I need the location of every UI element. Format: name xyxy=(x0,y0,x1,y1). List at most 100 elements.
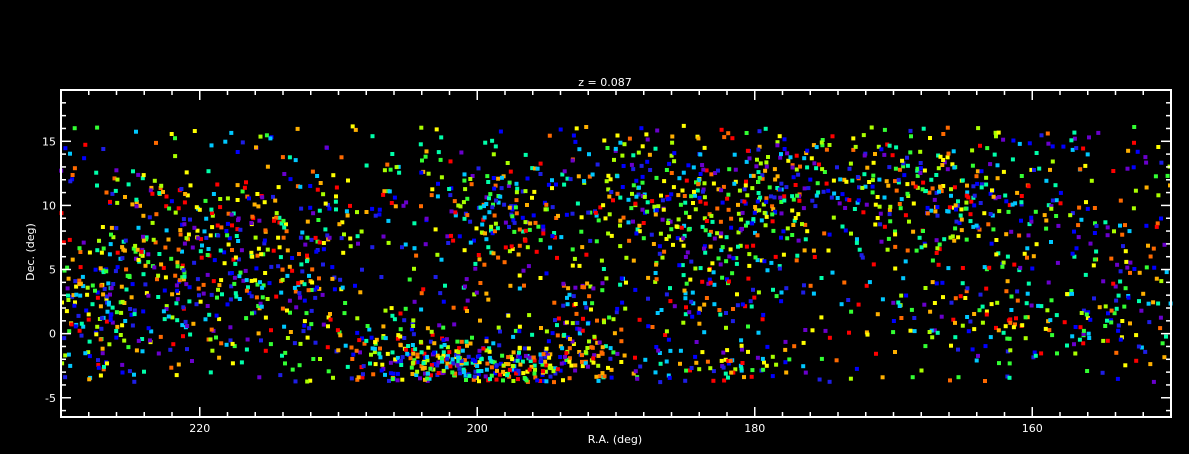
data-point xyxy=(556,213,560,218)
data-point xyxy=(565,295,569,300)
data-point xyxy=(811,248,816,253)
data-point xyxy=(484,339,489,344)
data-point xyxy=(433,275,438,279)
data-point xyxy=(111,282,116,286)
data-point xyxy=(974,358,979,363)
data-point xyxy=(834,358,839,363)
data-point xyxy=(456,352,461,357)
data-point xyxy=(897,202,902,206)
data-point xyxy=(901,161,906,166)
data-point xyxy=(166,314,171,319)
data-point xyxy=(225,196,230,201)
data-point xyxy=(896,300,901,305)
data-point xyxy=(773,209,778,214)
data-point xyxy=(68,151,72,156)
data-point xyxy=(212,258,217,263)
data-point xyxy=(474,290,479,295)
data-point xyxy=(796,172,801,177)
data-point xyxy=(287,155,292,160)
data-point xyxy=(656,204,661,209)
data-point xyxy=(149,329,154,334)
data-point xyxy=(140,176,145,181)
data-point xyxy=(921,229,925,233)
data-point xyxy=(299,206,304,211)
data-point xyxy=(66,352,71,357)
data-point xyxy=(988,212,993,216)
data-point xyxy=(979,182,984,187)
data-point xyxy=(827,143,832,147)
data-point xyxy=(204,235,209,240)
data-point xyxy=(381,335,386,340)
data-point xyxy=(562,169,567,174)
data-point xyxy=(306,288,311,293)
data-point xyxy=(874,351,878,356)
data-point xyxy=(146,293,151,298)
data-point xyxy=(1074,246,1079,251)
data-point xyxy=(183,192,188,196)
data-point xyxy=(1144,223,1149,228)
data-point xyxy=(138,203,142,208)
data-point xyxy=(565,335,570,340)
data-point xyxy=(953,335,958,340)
data-point xyxy=(911,229,916,234)
data-point xyxy=(979,185,984,190)
y-tick-label: -5 xyxy=(45,392,56,405)
data-point xyxy=(431,367,436,372)
data-point xyxy=(1048,318,1053,323)
data-point xyxy=(445,361,450,366)
data-point xyxy=(176,247,181,252)
data-point xyxy=(438,157,443,162)
data-point xyxy=(873,202,878,207)
data-point xyxy=(68,179,73,184)
data-point xyxy=(550,205,555,210)
data-point xyxy=(513,205,518,210)
data-point xyxy=(437,355,442,360)
data-point xyxy=(1118,223,1122,228)
data-point xyxy=(657,244,662,249)
data-point xyxy=(359,229,364,234)
data-point xyxy=(109,312,114,317)
data-point xyxy=(412,299,417,304)
data-point xyxy=(609,375,614,380)
data-point xyxy=(664,329,669,334)
data-point xyxy=(552,380,556,385)
data-point xyxy=(565,302,570,307)
data-point xyxy=(888,204,893,209)
data-point xyxy=(410,372,415,376)
data-point xyxy=(724,259,729,264)
data-point xyxy=(803,328,808,332)
data-point xyxy=(323,201,328,206)
data-point xyxy=(1018,265,1023,270)
data-point xyxy=(793,216,798,220)
data-point xyxy=(285,273,290,278)
data-point xyxy=(978,143,982,148)
data-point xyxy=(982,265,987,270)
data-point xyxy=(507,367,512,372)
data-point xyxy=(1032,168,1036,172)
data-point xyxy=(561,281,566,286)
data-point xyxy=(596,363,601,368)
data-point xyxy=(459,150,464,155)
data-point xyxy=(100,351,105,356)
data-point xyxy=(724,235,729,240)
data-point xyxy=(121,239,126,244)
data-point xyxy=(1123,223,1127,228)
data-point xyxy=(860,255,865,260)
data-point xyxy=(511,334,516,339)
data-point xyxy=(882,127,887,132)
data-point xyxy=(233,261,238,266)
data-point xyxy=(317,286,322,291)
data-point xyxy=(857,185,861,190)
data-point xyxy=(456,359,461,364)
data-point xyxy=(169,365,174,370)
data-point xyxy=(510,364,515,368)
data-point xyxy=(592,353,597,358)
data-point xyxy=(871,262,876,267)
data-point xyxy=(392,317,397,322)
data-point xyxy=(485,174,490,179)
data-point xyxy=(779,200,784,204)
data-point xyxy=(684,178,689,183)
data-point xyxy=(907,219,911,224)
data-point xyxy=(511,379,516,383)
data-point xyxy=(620,153,625,158)
